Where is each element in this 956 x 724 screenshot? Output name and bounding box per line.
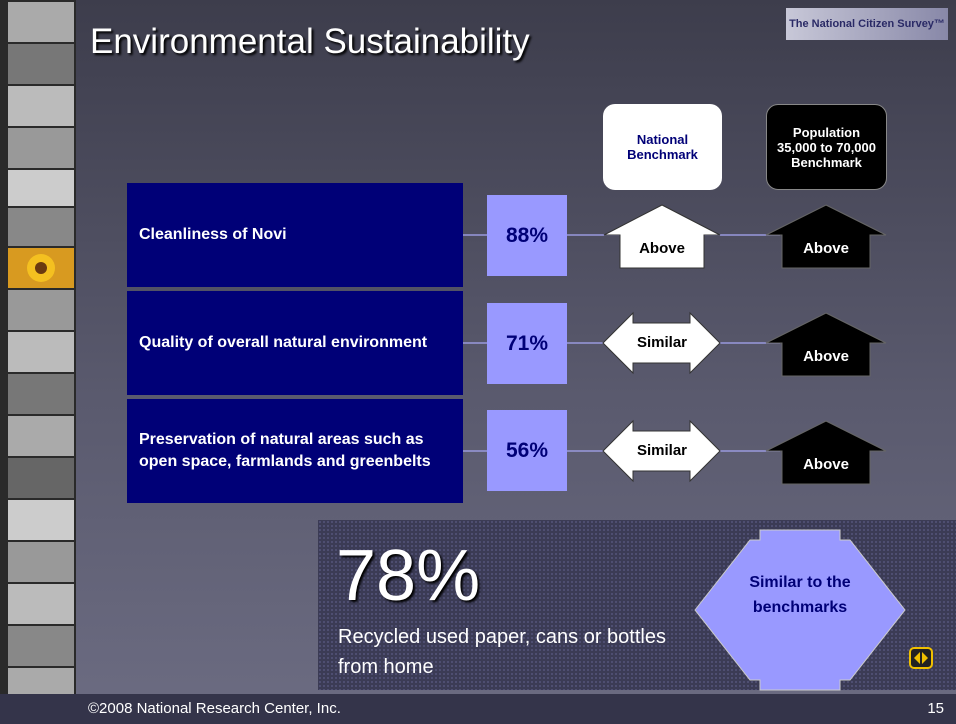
population-rating: Above bbox=[803, 348, 849, 365]
arrow-up bbox=[603, 204, 721, 269]
percent: 56% bbox=[487, 410, 567, 491]
national-rating: Similar bbox=[636, 334, 688, 351]
row-label: Preservation of natural areas such as op… bbox=[127, 399, 463, 503]
arrow-both bbox=[602, 419, 721, 483]
nav-icon[interactable] bbox=[909, 647, 933, 669]
logo: The National Citizen Survey™ bbox=[786, 8, 948, 40]
row-label: Quality of overall natural environment bbox=[127, 291, 463, 395]
row-label: Cleanliness of Novi bbox=[127, 183, 463, 287]
column-header: Population 35,000 to 70,000 Benchmark bbox=[766, 104, 887, 190]
arrow-up bbox=[765, 420, 887, 485]
page-number: 15 bbox=[927, 700, 944, 717]
national-rating: Similar bbox=[636, 442, 688, 459]
highlight-value: 78% bbox=[336, 536, 481, 616]
photo-strip bbox=[0, 0, 76, 724]
arrow-four-way bbox=[694, 529, 906, 691]
title: Environmental Sustainability bbox=[90, 22, 530, 61]
percent: 88% bbox=[487, 195, 567, 276]
arrow-up bbox=[765, 312, 887, 377]
highlight-caption: Recycled used paper, cans or bottles fro… bbox=[338, 626, 666, 678]
column-header: National Benchmark bbox=[603, 104, 722, 190]
arrow-both bbox=[602, 311, 721, 375]
population-rating: Above bbox=[803, 240, 849, 257]
highlight-comparison: Similar to the benchmarks bbox=[749, 574, 851, 616]
population-rating: Above bbox=[803, 456, 849, 473]
arrow-up bbox=[765, 204, 887, 269]
percent: 71% bbox=[487, 303, 567, 384]
footer: ©2008 National Research Center, Inc. 15 bbox=[0, 694, 956, 724]
copyright: ©2008 National Research Center, Inc. bbox=[88, 700, 341, 717]
national-rating: Above bbox=[639, 240, 685, 257]
